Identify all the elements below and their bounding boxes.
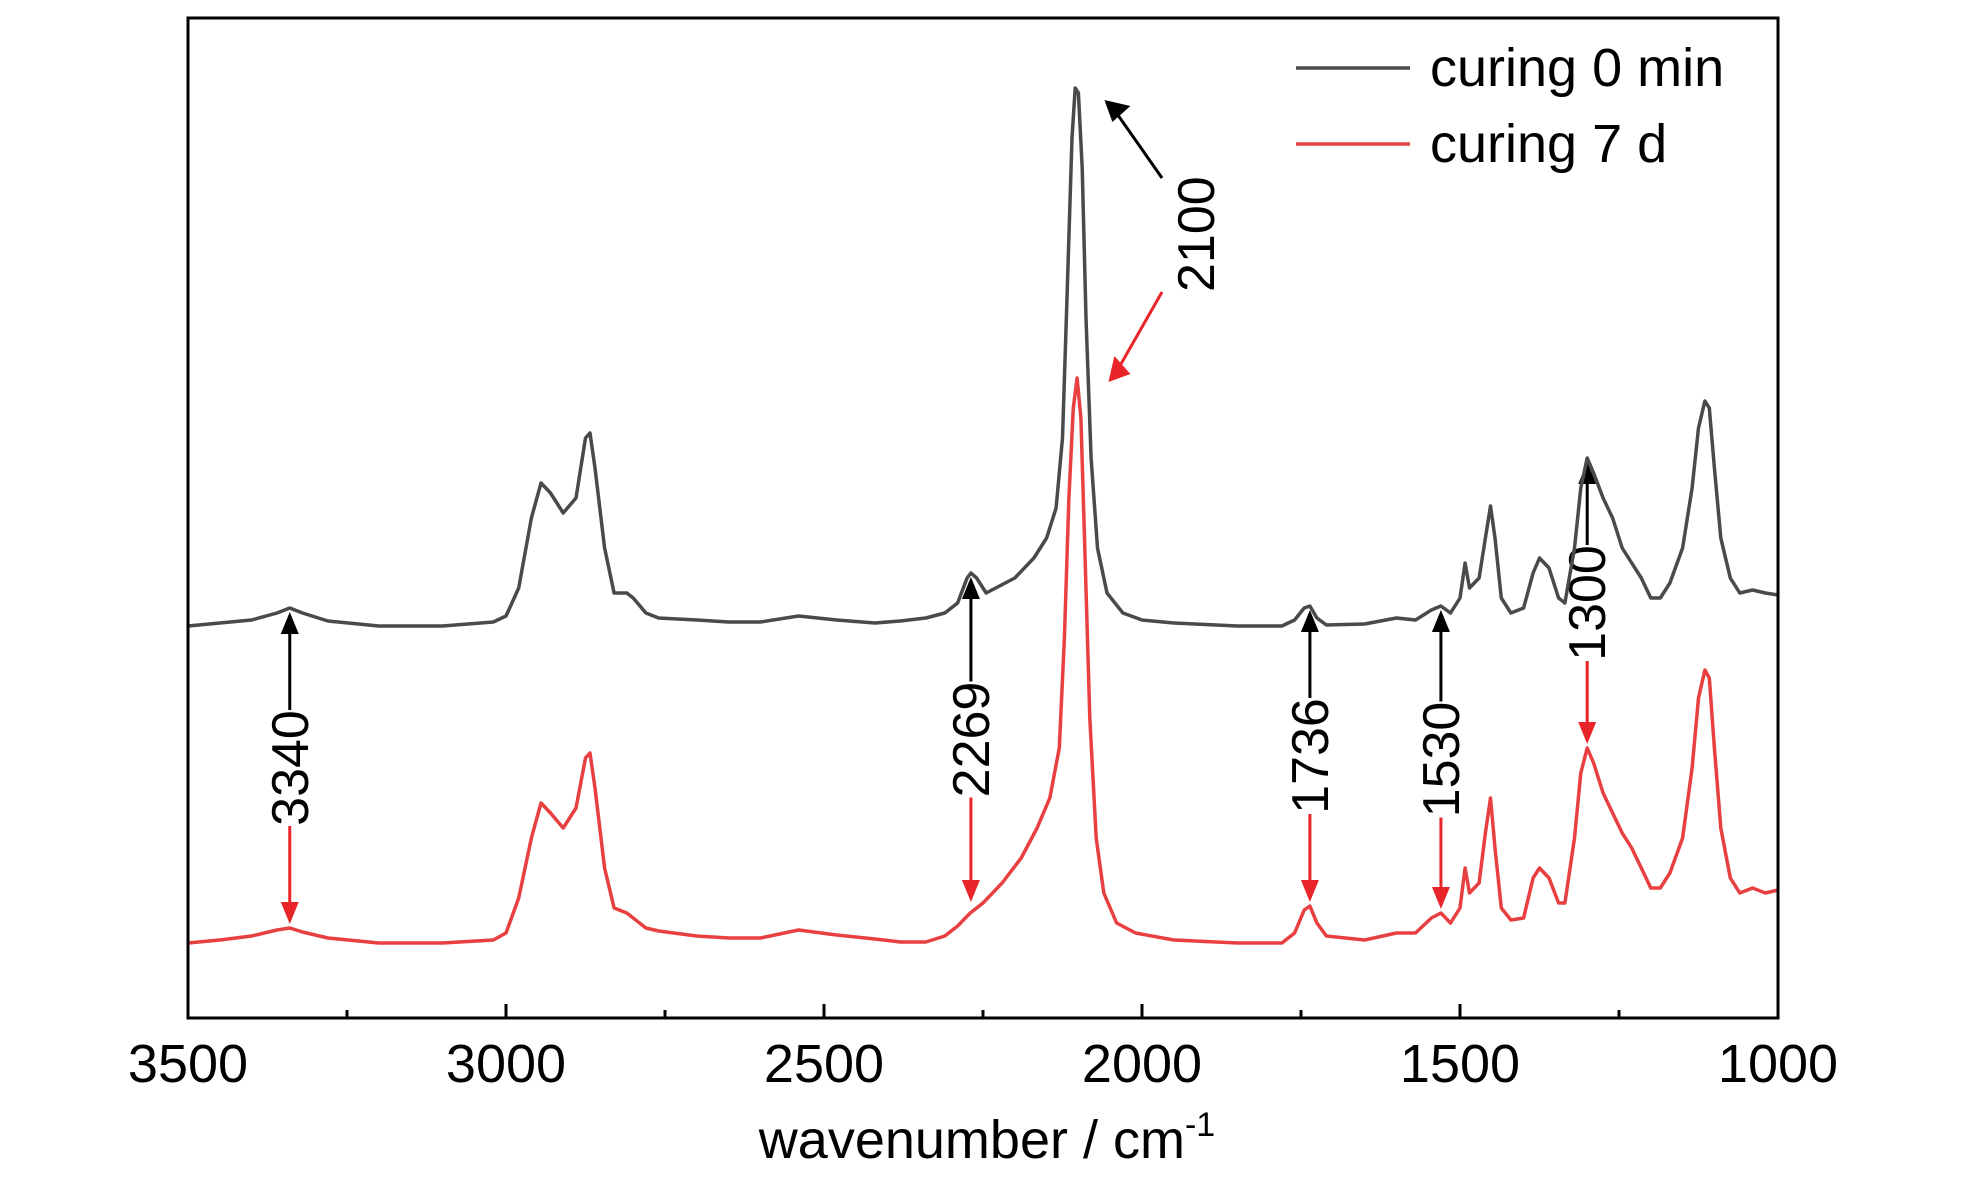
annotation-label: 1300 xyxy=(1559,545,1617,661)
x-axis-label: wavenumber / cm-1 xyxy=(758,1106,1215,1170)
arrow-head xyxy=(1300,610,1319,632)
legend-label-curing-0-min: curing 0 min xyxy=(1430,38,1724,98)
annotation-1736: 1736 xyxy=(1282,610,1340,902)
arrow-head xyxy=(1300,880,1319,902)
annotation-2100: 2100 xyxy=(1104,100,1226,382)
legend: curing 0 min curing 7 d xyxy=(1296,38,1724,174)
arrow-shaft-red xyxy=(1115,291,1164,373)
arrow-head-black xyxy=(1104,100,1131,122)
peak-annotations: 3340 2269 1736 1530 1300 2100 xyxy=(262,100,1617,924)
arrow-head xyxy=(961,577,980,599)
arrow-head xyxy=(961,880,980,902)
series-layer xyxy=(187,86,1779,945)
annotation-label: 3340 xyxy=(262,710,320,826)
x-axis-label-main: wavenumber / cm xyxy=(758,1110,1185,1170)
x-tick-label: 3000 xyxy=(446,1034,566,1094)
annotation-3340: 3340 xyxy=(262,612,320,924)
arrow-head xyxy=(280,612,299,634)
x-tick-label: 2000 xyxy=(1082,1034,1202,1094)
x-tick-label: 1500 xyxy=(1400,1034,1520,1094)
annotation-1300: 1300 xyxy=(1559,462,1617,744)
series-line-curing-7-d xyxy=(187,376,1779,945)
arrow-shaft-black xyxy=(1113,109,1164,179)
annotation-label: 1530 xyxy=(1413,702,1471,818)
annotation-2269: 2269 xyxy=(943,577,1001,902)
annotation-label: 1736 xyxy=(1282,698,1340,814)
annotation-1530: 1530 xyxy=(1413,610,1471,909)
arrow-head xyxy=(1431,887,1450,909)
x-tick-label: 2500 xyxy=(764,1034,884,1094)
arrow-head xyxy=(1578,722,1597,744)
arrow-head-red xyxy=(1108,356,1131,382)
x-tick-label: 1000 xyxy=(1718,1034,1838,1094)
legend-label-curing-7-d: curing 7 d xyxy=(1430,114,1667,174)
x-axis-ticks: 3500 3000 2500 2000 1500 1000 xyxy=(128,1004,1838,1094)
annotation-label: 2100 xyxy=(1168,176,1226,292)
x-tick-label: 3500 xyxy=(128,1034,248,1094)
x-axis-label-sup: -1 xyxy=(1185,1106,1215,1144)
arrow-head xyxy=(280,902,299,924)
arrow-head xyxy=(1431,610,1450,632)
series-line-curing-0-min xyxy=(187,86,1779,628)
annotation-label: 2269 xyxy=(943,682,1001,798)
